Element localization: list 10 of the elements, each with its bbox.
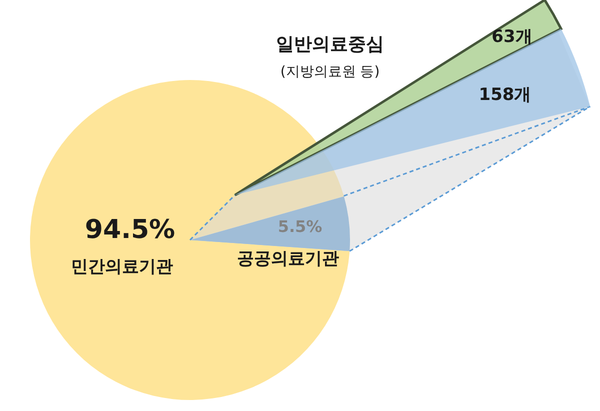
text: (지방의료원 등) — [280, 64, 380, 80]
category-label: 일반의료중심 — [276, 34, 384, 55]
slice-label: 공공의료기관 — [237, 249, 339, 269]
data-label: 5.5% — [278, 217, 322, 236]
data-label: 63개 — [492, 27, 532, 47]
data-label: 158개 — [478, 85, 532, 105]
data-label: 94.5% — [84, 215, 176, 245]
slice-label: 민간의료기관 — [71, 257, 173, 277]
pie-slice — [30, 80, 350, 400]
pie-slice — [190, 196, 350, 252]
